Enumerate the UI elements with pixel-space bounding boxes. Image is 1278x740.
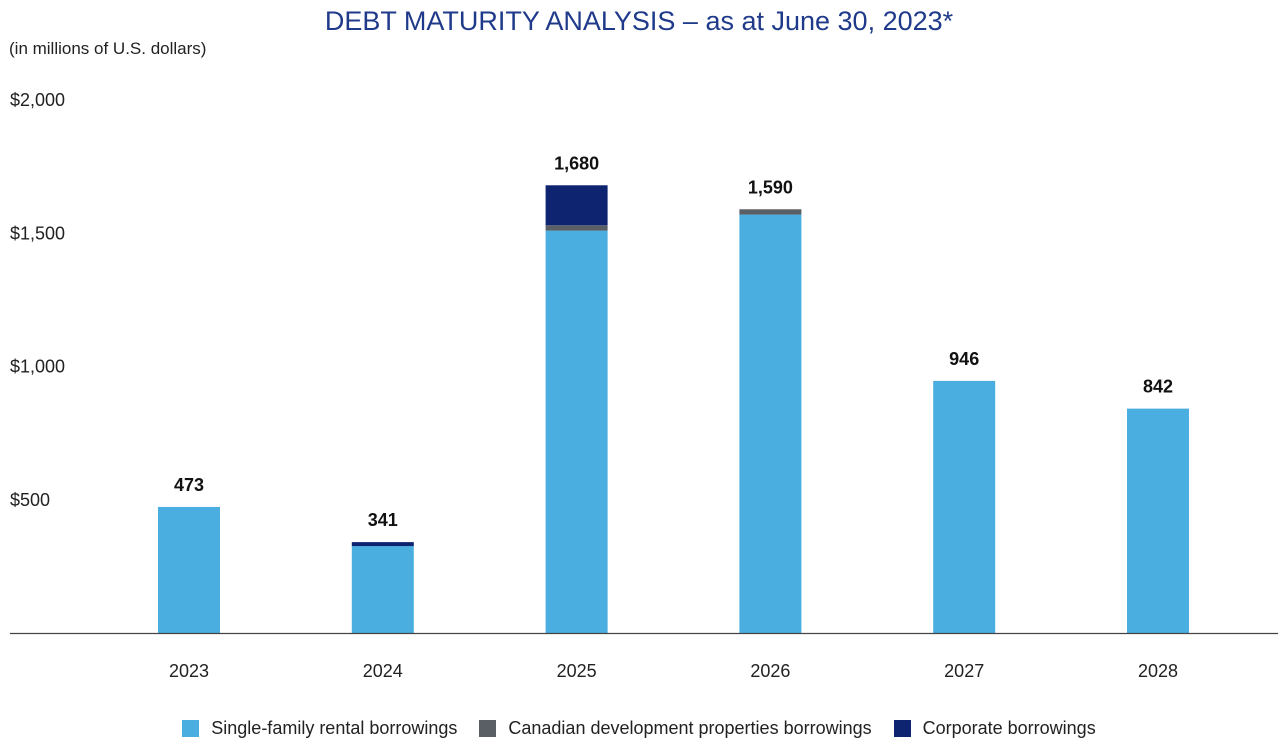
bar-single-family-rental-borrowings-2026	[739, 214, 802, 633]
bar-single-family-rental-borrowings-2028	[1127, 408, 1189, 633]
y-tick-label: $1,000	[10, 357, 65, 377]
units-label: (in millions of U.S. dollars)	[9, 39, 207, 58]
legend: Single-family rental borrowings Canadian …	[0, 716, 1278, 740]
legend-item-corporate-borrowings: Corporate borrowings	[893, 717, 1096, 739]
bar-single-family-rental-borrowings-2027	[933, 380, 996, 633]
legend-item-single-family-rental-borrowings: Single-family rental borrowings	[182, 718, 457, 739]
x-tick-label-2024: 2024	[363, 661, 403, 681]
bar-single-family-rental-borrowings-2025	[545, 230, 608, 633]
bar-canadian-development-properties-borrowings-2025	[545, 225, 608, 231]
legend-swatch	[479, 719, 497, 737]
y-tick-label: $500	[10, 490, 50, 510]
legend-label: Single-family rental borrowings	[211, 717, 458, 738]
legend-item-canadian-development-properties-borrowings: Canadian development properties borrowin…	[479, 717, 872, 739]
y-tick-label: $1,500	[10, 223, 65, 243]
x-tick-label-2028: 2028	[1138, 661, 1178, 681]
x-axis-ticks: 2023 2024 2025 2026 2027 2028	[169, 661, 1178, 681]
x-tick-label-2023: 2023	[169, 661, 209, 681]
total-label-2026: 1,590	[748, 177, 793, 197]
y-tick-label: $2,000	[10, 90, 65, 110]
legend-swatch	[182, 719, 200, 737]
bar-corporate-borrowings-2025	[545, 185, 608, 226]
bars	[158, 185, 1189, 633]
bar-canadian-development-properties-borrowings-2026	[739, 209, 802, 215]
bar-single-family-rental-borrowings-2023	[158, 506, 220, 633]
total-label-2023: 473	[174, 475, 204, 495]
total-label-2025: 1,680	[554, 153, 599, 173]
x-tick-label-2027: 2027	[944, 661, 984, 681]
bar-single-family-rental-borrowings-2024	[351, 546, 414, 633]
x-tick-label-2026: 2026	[750, 661, 790, 681]
total-label-2024: 341	[368, 510, 398, 530]
chart-title: DEBT MATURITY ANALYSIS – as at June 30, …	[324, 6, 954, 36]
y-axis-ticks: $500 $1,000 $1,500 $2,000	[10, 90, 65, 510]
bar-corporate-borrowings-2024	[351, 542, 414, 547]
legend-label: Canadian development properties borrowin…	[508, 717, 872, 738]
total-label-2027: 946	[949, 349, 979, 369]
legend-swatch	[893, 719, 911, 737]
x-tick-label-2025: 2025	[557, 661, 597, 681]
debt-maturity-chart: $500 $1,000 $1,500 $2,000 473 341 1,680 1,590 9…	[10, 90, 1278, 681]
total-label-2028: 842	[1143, 377, 1173, 397]
total-labels: 473 341 1,680 1,590 946 842	[174, 153, 1173, 530]
legend-label: Corporate borrowings	[922, 717, 1096, 738]
